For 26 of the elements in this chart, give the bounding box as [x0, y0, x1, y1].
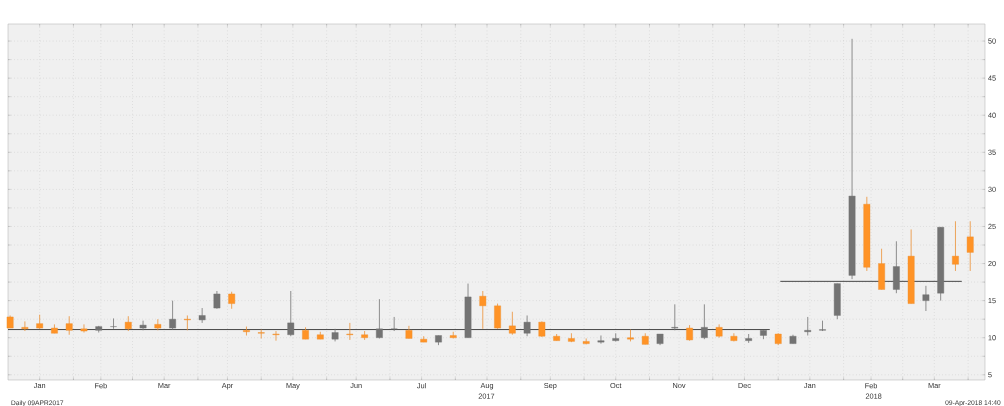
candlestick	[139, 320, 147, 331]
candlestick	[184, 315, 191, 331]
candlestick	[198, 307, 206, 324]
candlestick	[597, 335, 605, 345]
candlestick	[346, 322, 354, 341]
candlestick	[508, 311, 516, 336]
candlestick	[494, 303, 501, 330]
candlestick	[479, 290, 487, 330]
candlestick	[952, 220, 959, 272]
candlestick	[376, 298, 383, 339]
candlestick	[287, 290, 295, 337]
candlestick	[922, 285, 930, 312]
candlestick	[893, 240, 900, 294]
candlestick	[804, 316, 812, 336]
candlestick	[169, 300, 176, 330]
candlestick	[523, 315, 531, 337]
candlestick	[671, 303, 679, 331]
candlestick	[272, 330, 280, 342]
candlestick	[21, 320, 29, 332]
candlestick	[966, 220, 974, 272]
candlestick	[65, 315, 73, 336]
candlestick	[390, 316, 398, 332]
candlestick	[819, 320, 826, 332]
candlestick	[700, 303, 708, 340]
candlestick	[110, 318, 117, 330]
candlestick	[80, 323, 88, 333]
